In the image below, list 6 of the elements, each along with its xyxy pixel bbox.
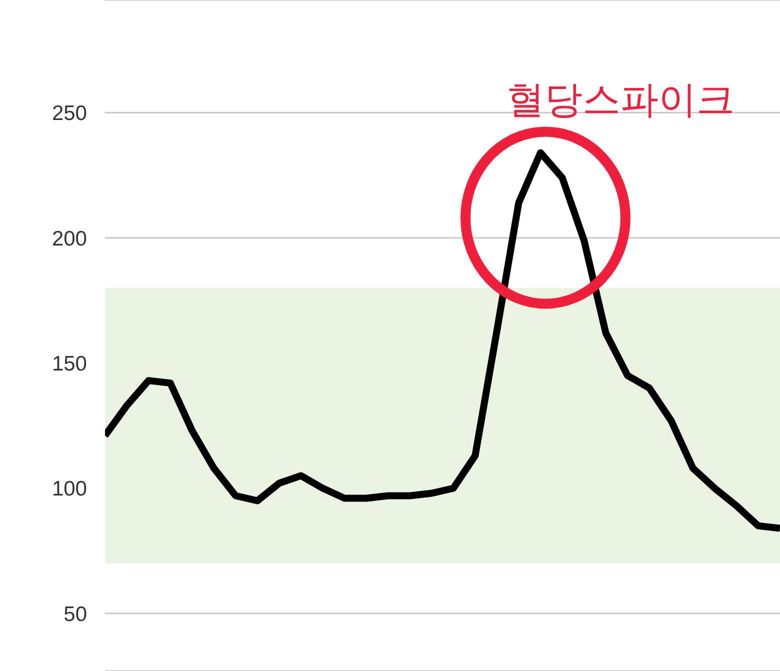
y-tick-label: 100	[52, 478, 87, 501]
y-tick-label: 50	[64, 602, 87, 626]
y-tick-label: 200	[52, 227, 87, 250]
annotation: 혈당스파이크	[506, 78, 734, 122]
y-tick-label: 150	[52, 352, 87, 376]
y-tick-label: 250	[52, 102, 87, 126]
